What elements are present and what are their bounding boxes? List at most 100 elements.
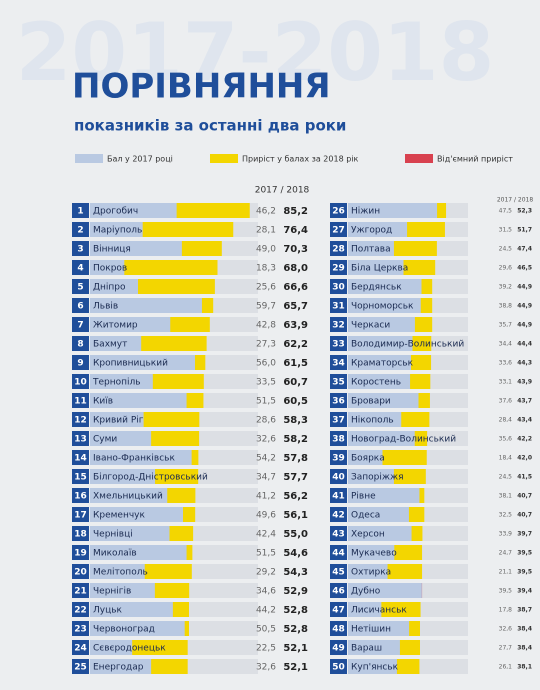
city-name: Лисичанськ bbox=[351, 606, 407, 616]
subtitle: показників за останні два роки bbox=[74, 117, 346, 135]
value-2017: 28,6 bbox=[256, 416, 276, 426]
bar-2017 bbox=[90, 507, 183, 522]
value-2018: 39,4 bbox=[517, 588, 532, 595]
value-2017: 21,1 bbox=[499, 569, 513, 576]
city-name: Суми bbox=[93, 435, 117, 445]
city-name: Черкаси bbox=[351, 321, 390, 331]
rank-box bbox=[330, 450, 347, 465]
value-2018: 54,3 bbox=[283, 567, 308, 578]
value-2017: 32,5 bbox=[499, 512, 513, 519]
value-2017: 46,2 bbox=[256, 207, 276, 217]
value-2018: 44,9 bbox=[517, 284, 532, 291]
city-name: Рівне bbox=[351, 492, 376, 502]
rank-box bbox=[330, 355, 347, 370]
rank: 3 bbox=[77, 245, 83, 255]
rank: 44 bbox=[332, 549, 345, 559]
value-2018: 52,1 bbox=[283, 643, 308, 654]
rank: 50 bbox=[332, 663, 345, 673]
value-2018: 60,5 bbox=[283, 396, 308, 407]
city-name: Бровари bbox=[351, 397, 391, 407]
value-2018: 85,2 bbox=[283, 206, 308, 217]
rank: 27 bbox=[332, 226, 345, 236]
value-2018: 44,9 bbox=[517, 303, 532, 310]
value-2017: 26,1 bbox=[499, 664, 513, 671]
city-name: Львів bbox=[93, 302, 118, 312]
rank: 37 bbox=[332, 416, 345, 426]
value-2017: 28,4 bbox=[499, 417, 513, 424]
rank-box bbox=[72, 640, 89, 655]
city-name: Куп'янськ bbox=[351, 663, 399, 673]
rank: 28 bbox=[332, 245, 345, 255]
legend-label: Бал у 2017 році bbox=[107, 155, 173, 164]
value-2017: 39,2 bbox=[499, 284, 513, 291]
rank: 2 bbox=[77, 226, 83, 236]
bar-2017 bbox=[90, 659, 152, 674]
rank-box bbox=[330, 583, 347, 598]
rank: 30 bbox=[332, 283, 345, 293]
city-name: Мелітополь bbox=[93, 568, 148, 578]
rank: 34 bbox=[332, 359, 345, 369]
bar-2018 bbox=[348, 583, 422, 598]
bar-2017 bbox=[348, 507, 409, 522]
bar-2017 bbox=[348, 602, 382, 617]
bar-2017 bbox=[348, 279, 422, 294]
legend-swatch bbox=[75, 154, 103, 163]
rank: 4 bbox=[77, 264, 83, 274]
value-2018: 52,9 bbox=[283, 586, 308, 597]
rank-box bbox=[330, 659, 347, 674]
value-2018: 46,5 bbox=[517, 265, 532, 272]
city-name: Бердянськ bbox=[351, 283, 402, 293]
bar-2017 bbox=[348, 659, 397, 674]
value-2018: 38,4 bbox=[517, 626, 532, 633]
rank: 1 bbox=[77, 207, 83, 217]
bar-2017 bbox=[90, 393, 187, 408]
rank-box bbox=[330, 241, 347, 256]
value-2018: 61,5 bbox=[283, 358, 308, 369]
value-2017: 29,6 bbox=[499, 265, 513, 272]
value-2017: 37,6 bbox=[499, 398, 513, 405]
city-name: Бахмут bbox=[93, 340, 127, 350]
value-2018: 38,1 bbox=[517, 664, 532, 671]
rank-box bbox=[330, 564, 347, 579]
rank: 5 bbox=[77, 283, 83, 293]
bar-2017 bbox=[90, 602, 173, 617]
value-2017: 27,7 bbox=[499, 645, 513, 652]
rank-box bbox=[330, 260, 347, 275]
value-2017: 51,5 bbox=[256, 397, 276, 407]
value-2017: 47,5 bbox=[499, 208, 513, 215]
city-name: Краматорськ bbox=[351, 359, 414, 369]
value-2018: 58,3 bbox=[283, 415, 308, 426]
rank-box bbox=[72, 203, 89, 218]
value-2017: 41,2 bbox=[256, 492, 276, 502]
value-2018: 43,9 bbox=[517, 379, 532, 386]
value-2018: 52,8 bbox=[283, 605, 308, 616]
rank: 24 bbox=[74, 644, 87, 654]
rank: 14 bbox=[74, 454, 87, 464]
city-name: Кривий Ріг bbox=[93, 416, 144, 426]
value-2017: 22,5 bbox=[256, 644, 276, 654]
value-2017: 27,3 bbox=[256, 340, 276, 350]
city-name: Сєвєродонецьк bbox=[93, 644, 166, 654]
city-name: Білгород-Дністровський bbox=[93, 473, 208, 483]
city-name: Боярка bbox=[351, 454, 385, 464]
city-name: Луцьк bbox=[93, 606, 123, 616]
legend-swatch bbox=[210, 154, 238, 163]
city-name: Житомир bbox=[93, 321, 138, 331]
city-name: Херсон bbox=[351, 530, 385, 540]
bar-2017 bbox=[348, 431, 415, 446]
rank: 9 bbox=[77, 359, 83, 369]
rank-box bbox=[72, 298, 89, 313]
bar-2017 bbox=[90, 412, 144, 427]
city-name: Червоноград bbox=[93, 625, 155, 635]
rank-box bbox=[72, 393, 89, 408]
bar-2017 bbox=[348, 374, 411, 389]
bar-2017 bbox=[90, 317, 171, 332]
column-header: 2017 / 2018 bbox=[497, 197, 534, 204]
rank: 36 bbox=[332, 397, 345, 407]
value-2017: 51,5 bbox=[256, 549, 276, 559]
rank-box bbox=[330, 431, 347, 446]
rank-box bbox=[72, 374, 89, 389]
watermark: 2017-2018 bbox=[16, 6, 495, 99]
value-2018: 70,3 bbox=[283, 244, 308, 255]
city-name: Коростень bbox=[351, 378, 401, 388]
